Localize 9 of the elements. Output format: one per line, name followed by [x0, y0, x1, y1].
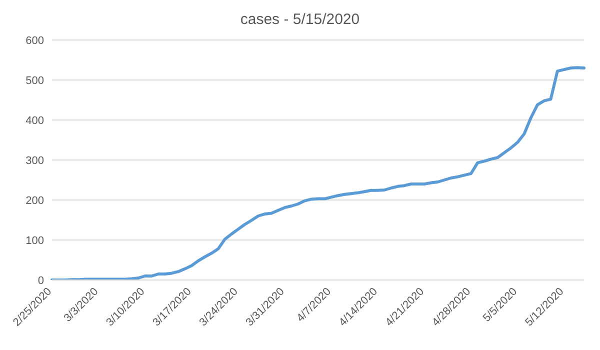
- y-tick-label: 400: [26, 114, 44, 127]
- y-tick-label: 100: [26, 234, 44, 247]
- y-tick-label: 500: [26, 74, 44, 87]
- y-tick-label: 0: [38, 274, 44, 287]
- y-tick-label: 200: [26, 194, 44, 207]
- line-series: [50, 66, 586, 280]
- y-tick-label: 300: [26, 154, 44, 167]
- chart-title: cases - 5/15/2020: [239, 10, 361, 30]
- y-tick-label: 600: [26, 34, 44, 47]
